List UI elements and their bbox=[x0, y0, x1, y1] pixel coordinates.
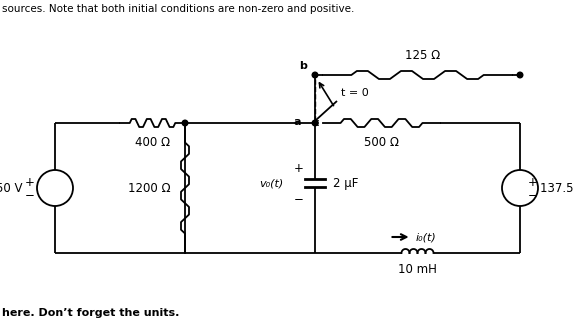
Circle shape bbox=[312, 120, 318, 126]
Text: +: + bbox=[528, 175, 538, 188]
Text: 125 Ω: 125 Ω bbox=[405, 49, 440, 62]
Text: 2 μF: 2 μF bbox=[333, 176, 358, 189]
Text: 137.5 V: 137.5 V bbox=[540, 181, 574, 194]
Text: −: − bbox=[528, 188, 538, 201]
Text: a: a bbox=[293, 117, 301, 127]
Text: 500 Ω: 500 Ω bbox=[364, 136, 399, 149]
Circle shape bbox=[312, 72, 318, 78]
Text: sources. Note that both initial conditions are non-zero and positive.: sources. Note that both initial conditio… bbox=[2, 4, 354, 14]
Text: +: + bbox=[25, 175, 35, 188]
Text: 50 V: 50 V bbox=[0, 181, 23, 194]
Circle shape bbox=[517, 72, 523, 78]
Text: 10 mH: 10 mH bbox=[398, 263, 437, 276]
Circle shape bbox=[182, 120, 188, 126]
Text: b: b bbox=[299, 61, 307, 71]
Text: +: + bbox=[294, 163, 304, 175]
Text: 1200 Ω: 1200 Ω bbox=[129, 181, 171, 194]
Text: here. Don’t forget the units.: here. Don’t forget the units. bbox=[2, 308, 179, 318]
Text: 400 Ω: 400 Ω bbox=[135, 136, 170, 149]
Text: −: − bbox=[294, 193, 304, 206]
Text: v₀(t): v₀(t) bbox=[259, 178, 283, 188]
Text: −: − bbox=[25, 188, 35, 201]
Text: i₀(t): i₀(t) bbox=[416, 232, 436, 242]
Text: t = 0: t = 0 bbox=[341, 88, 369, 98]
